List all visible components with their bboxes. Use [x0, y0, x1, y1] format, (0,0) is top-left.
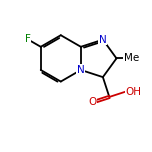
Text: OH: OH — [126, 87, 142, 97]
Text: N: N — [77, 65, 85, 75]
Text: Me: Me — [124, 53, 139, 63]
Text: N: N — [99, 35, 107, 45]
Text: O: O — [89, 97, 97, 107]
Text: F: F — [25, 34, 31, 44]
